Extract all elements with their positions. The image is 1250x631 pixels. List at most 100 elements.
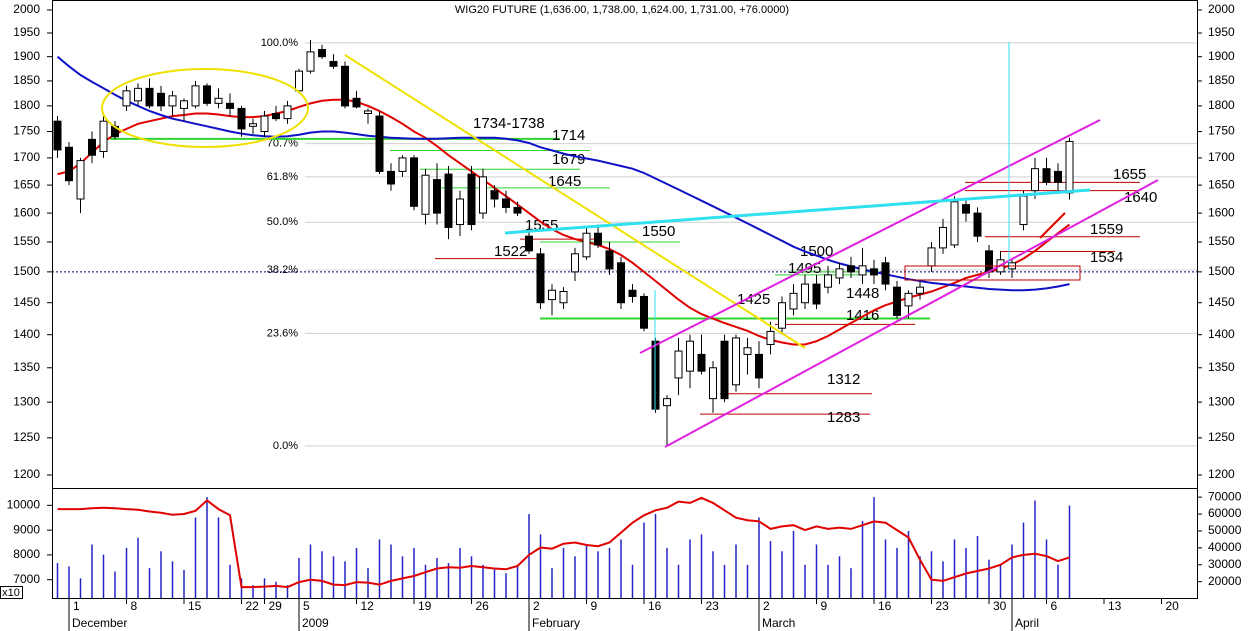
y-tick-label: 1950 bbox=[13, 25, 40, 39]
line-series bbox=[56, 55, 1070, 292]
candle-body bbox=[180, 100, 188, 109]
y2-tick-label: 70000 bbox=[1208, 489, 1242, 503]
candle-body bbox=[467, 173, 476, 226]
month-label: March bbox=[762, 616, 795, 630]
candle-body bbox=[824, 274, 832, 288]
candle-body bbox=[950, 201, 959, 246]
candle-body bbox=[778, 302, 786, 329]
level-label: 1645 bbox=[548, 173, 581, 190]
candle-body bbox=[88, 138, 96, 156]
line-series bbox=[57, 496, 1070, 589]
candle-body bbox=[76, 160, 85, 200]
candle-body bbox=[525, 235, 533, 252]
candle-body bbox=[720, 340, 729, 400]
candle-body bbox=[548, 289, 556, 301]
x-tick-label: 29 bbox=[269, 599, 283, 613]
candle-body bbox=[674, 350, 683, 379]
marks-layer: 1734-17381714167916451555152215501500149… bbox=[53, 40, 1157, 598]
level-label: 1640 bbox=[1124, 189, 1157, 206]
y-tick-label: 1950 bbox=[1208, 25, 1235, 39]
candle-body bbox=[249, 123, 257, 127]
x-tick-label: 12 bbox=[361, 599, 375, 613]
level-label: 1448 bbox=[846, 285, 879, 302]
candle-body bbox=[272, 112, 280, 120]
candle-body bbox=[847, 265, 855, 273]
drawings bbox=[101, 42, 1159, 448]
x-tick-label: 6 bbox=[1051, 599, 1058, 613]
candle-body bbox=[743, 347, 752, 355]
candle-body bbox=[1019, 195, 1028, 226]
fib-label: 100.0% bbox=[261, 37, 299, 49]
cyan-trend-line bbox=[504, 188, 1091, 235]
candle-body bbox=[168, 95, 177, 107]
candle-body bbox=[893, 286, 901, 316]
y-tick-label: 1250 bbox=[1208, 430, 1235, 444]
candle-body bbox=[122, 90, 131, 107]
y-tick-label: 1450 bbox=[13, 295, 40, 309]
y-tick-label: 1350 bbox=[13, 360, 40, 374]
candle-body bbox=[237, 107, 246, 130]
candle-body bbox=[99, 120, 108, 153]
x-tick-label: 19 bbox=[418, 599, 432, 613]
y-tick-label: 1200 bbox=[1208, 467, 1235, 481]
x-tick-label: 16 bbox=[648, 599, 662, 613]
month-label: April bbox=[1015, 616, 1039, 630]
y-tick-label: 1700 bbox=[1208, 150, 1235, 164]
candle-body bbox=[502, 198, 510, 208]
y-tick-label: 1650 bbox=[13, 177, 40, 191]
level-label: 1500 bbox=[800, 243, 833, 260]
x-tick-label: 2 bbox=[763, 599, 770, 613]
x-tick-label: 15 bbox=[188, 599, 202, 613]
candle-body bbox=[398, 157, 407, 172]
month-label: December bbox=[72, 616, 127, 630]
y2-tick-label: 30000 bbox=[1208, 557, 1242, 571]
fib-label: 61.8% bbox=[267, 171, 298, 183]
candle-body bbox=[306, 51, 315, 72]
candle-body bbox=[628, 289, 637, 297]
candle-body bbox=[65, 146, 73, 182]
fib-label: 70.7% bbox=[267, 137, 298, 149]
candle-body bbox=[594, 232, 602, 246]
candle-body bbox=[985, 250, 993, 273]
candle-body bbox=[962, 204, 970, 214]
candle-body bbox=[260, 115, 269, 133]
y2-tick-label: 20000 bbox=[1208, 574, 1242, 588]
candle-body bbox=[973, 212, 982, 237]
y-tick-label: 2000 bbox=[13, 2, 40, 16]
y2-tick-label: 40000 bbox=[1208, 540, 1242, 554]
month-label: 2009 bbox=[302, 616, 329, 630]
y-tick-label: 9000 bbox=[13, 522, 40, 536]
level-label: 1425 bbox=[737, 291, 770, 308]
candle-body bbox=[329, 60, 338, 67]
x-tick-label: 2 bbox=[533, 599, 540, 613]
candle-body bbox=[513, 206, 522, 214]
fib-label: 0.0% bbox=[273, 440, 298, 452]
candle-body bbox=[226, 102, 234, 109]
chart-title: WIG20 FUTURE (1,636.00, 1,738.00, 1,624.… bbox=[455, 4, 789, 16]
channel-lower bbox=[664, 179, 1159, 448]
x-tick-label: 30 bbox=[993, 599, 1007, 613]
volume-panel-border bbox=[52, 488, 1198, 599]
y-tick-label: 1700 bbox=[13, 150, 40, 164]
candle-body bbox=[318, 48, 326, 58]
candle-body bbox=[640, 295, 648, 329]
candle-body bbox=[203, 85, 211, 104]
fib-label: 38.2% bbox=[267, 264, 298, 276]
y-tick-label: 1850 bbox=[1208, 73, 1235, 87]
candle-body bbox=[214, 97, 223, 104]
level-label: 1734-1738 bbox=[473, 115, 545, 132]
candle-body bbox=[433, 179, 441, 214]
candle-body bbox=[375, 115, 384, 172]
candle-body bbox=[858, 265, 867, 276]
y-tick-label: 1400 bbox=[13, 327, 40, 341]
level-label: 1522 bbox=[494, 243, 527, 260]
red-box bbox=[904, 265, 1081, 281]
y-tick-label: 1500 bbox=[1208, 264, 1235, 278]
candle-body bbox=[1042, 168, 1051, 183]
y-tick-label: 1250 bbox=[13, 430, 40, 444]
y-tick-label: 1500 bbox=[13, 264, 40, 278]
x-tick-label: 23 bbox=[936, 599, 950, 613]
candle-body bbox=[1065, 140, 1074, 194]
y-tick-label: 10000 bbox=[7, 498, 41, 512]
